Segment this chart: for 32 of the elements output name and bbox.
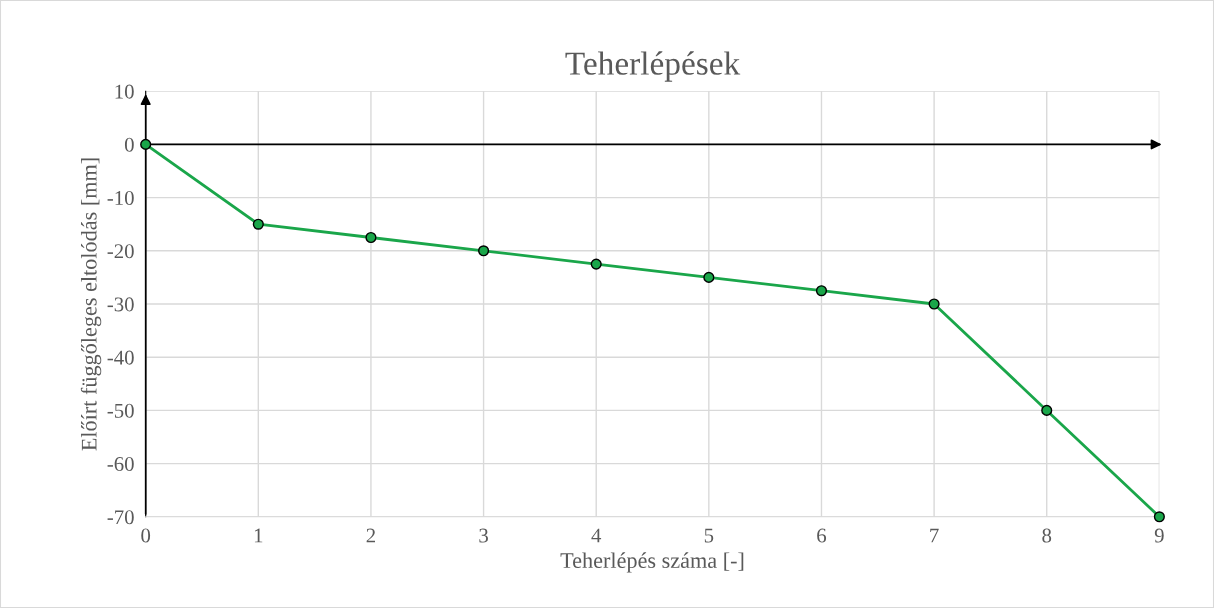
- y-tick-label: 10: [115, 84, 134, 99]
- point: [928, 298, 940, 310]
- y-tick-label: -50: [107, 403, 134, 418]
- y-tick-label: -10: [107, 190, 134, 206]
- x-tick-label: 1: [254, 528, 263, 543]
- point: [1041, 404, 1053, 416]
- y-tick-label: 0: [124, 137, 134, 152]
- y-tick-label: -30: [107, 297, 134, 312]
- x-tick-label: 0: [141, 528, 151, 543]
- x-axis-title: Teherlépés száma [-]: [560, 552, 744, 573]
- y-tick-label: -60: [107, 456, 134, 472]
- point: [1153, 511, 1165, 523]
- x-tick-label: 9: [1154, 528, 1164, 543]
- point: [815, 285, 828, 297]
- y-tick-label: -70: [107, 510, 134, 525]
- point: [703, 271, 715, 283]
- y-tick-label: -20: [107, 244, 134, 259]
- point: [478, 245, 490, 257]
- x-tick-label: 4: [591, 528, 602, 543]
- chart-title: Teherlépések: [565, 51, 741, 82]
- x-tick-label: 2: [366, 528, 375, 543]
- x-tick-label: 7: [930, 528, 939, 543]
- x-tick-label: 8: [1042, 528, 1052, 543]
- x-tick-label: 5: [704, 528, 714, 543]
- x-tick-label: 3: [479, 528, 488, 543]
- point: [140, 138, 152, 150]
- point: [590, 258, 602, 270]
- point: [365, 231, 377, 244]
- y-tick-label: -40: [107, 350, 134, 365]
- x-tick-label: 6: [817, 528, 827, 543]
- y-axis-title: Előírt függőleges eltolódás [mm]: [80, 158, 102, 451]
- point: [252, 218, 264, 230]
